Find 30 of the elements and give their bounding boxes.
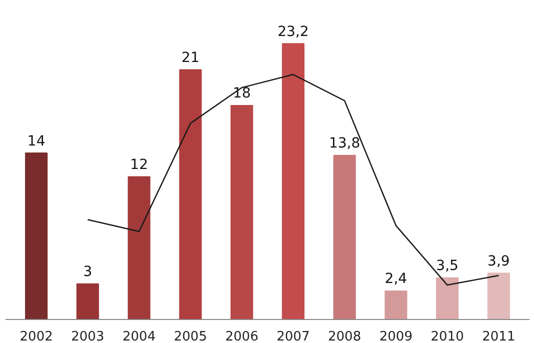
bar <box>282 43 304 320</box>
data-label: 18 <box>232 86 251 102</box>
x-tick-label: 2011 <box>482 330 516 343</box>
x-tick-label: 2005 <box>174 330 207 343</box>
x-tick-label: 2006 <box>225 330 258 343</box>
bar <box>436 277 459 320</box>
data-label: 14 <box>27 133 46 150</box>
data-label: 3 <box>83 264 92 280</box>
x-tick-label: 2007 <box>276 330 310 343</box>
bar <box>25 152 48 320</box>
data-label: 13,8 <box>328 136 360 152</box>
bar <box>384 290 408 320</box>
x-tick-label: 2003 <box>71 330 104 343</box>
data-label: 12 <box>130 157 148 174</box>
x-tick-label: 2002 <box>20 330 53 343</box>
x-tick-label: 2004 <box>122 330 156 343</box>
data-label: 3,9 <box>488 253 510 270</box>
bar <box>128 176 150 320</box>
x-tick-label: 2009 <box>379 330 412 343</box>
x-tick-label: 2008 <box>328 330 362 343</box>
data-label: 2,4 <box>384 271 408 288</box>
bar <box>333 154 356 320</box>
data-label: 21 <box>182 50 200 66</box>
bar <box>76 283 99 320</box>
bar <box>230 104 254 320</box>
bar <box>487 272 510 320</box>
bar <box>179 69 202 320</box>
x-tick-label: 2010 <box>430 330 464 343</box>
data-label: 23,2 <box>278 24 309 40</box>
data-label: 3,5 <box>436 258 458 274</box>
